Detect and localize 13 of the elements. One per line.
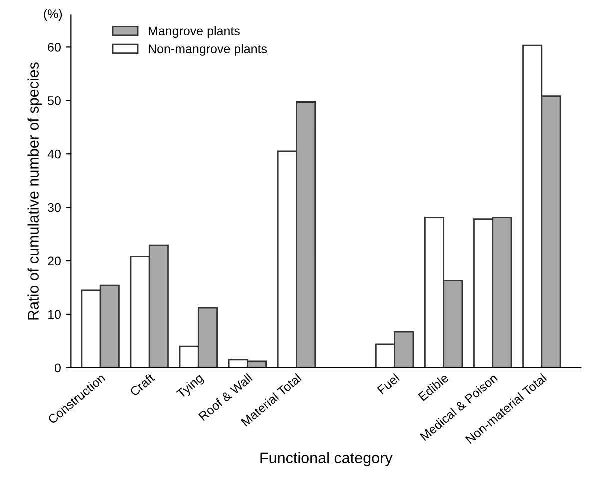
y-tick-label: 10 (48, 310, 61, 320)
legend-label: Non-mangrove plants (149, 44, 268, 56)
y-tick-label: 20 (48, 256, 61, 266)
x-tick-label: Craft (129, 372, 156, 397)
y-tick-label: 50 (48, 96, 61, 106)
y-axis-title: Ratio of cumulative number of species (28, 62, 42, 320)
y-tick-label: 30 (48, 203, 61, 212)
y-tick-label: 60 (48, 42, 61, 52)
text: (%) (44, 9, 62, 21)
legend-label: Mangrove plants (149, 26, 240, 38)
y-tick-label: 0 (54, 364, 61, 373)
x-axis-title: Functional category (260, 452, 393, 467)
y-tick-label: 40 (48, 150, 61, 159)
